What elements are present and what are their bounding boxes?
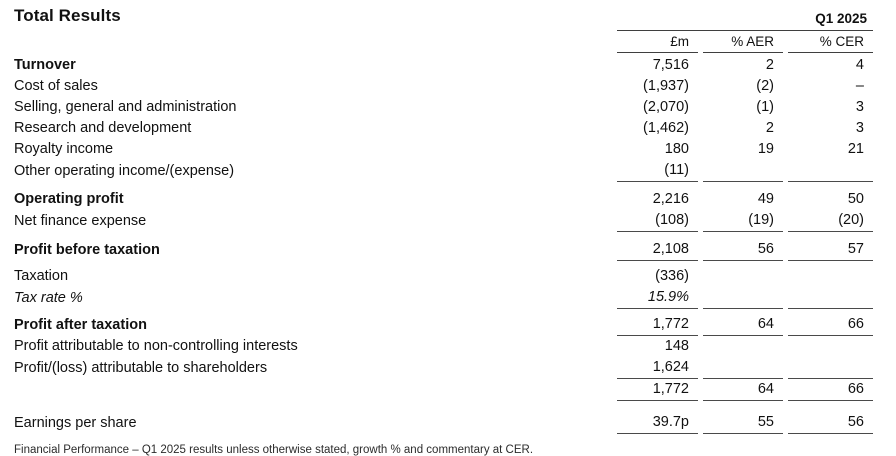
cell-pct-aer: (19) (703, 210, 783, 232)
table-row: Profit/(loss) attributable to shareholde… (14, 357, 874, 379)
row-label: Profit before taxation (14, 242, 160, 258)
cell-pct-cer: 3 (855, 99, 864, 115)
cell-pct-aer (703, 378, 783, 379)
cell-pct-aer: 64 (703, 379, 783, 401)
cell-pct-aer: 2 (765, 120, 774, 136)
cell-pct-aer: 56 (703, 239, 783, 261)
cell-pct-aer: 19 (757, 141, 774, 157)
table-row: Other operating income/(expense) (11) (14, 160, 874, 182)
cell-pct-aer: 64 (703, 314, 783, 336)
cell-pct-aer: 55 (703, 412, 783, 434)
cell-pct-cer: 66 (788, 379, 873, 401)
table-header: Total Results Q1 2025 (14, 6, 874, 31)
results-table-body: Turnover 7,516 2 4 Cost of sales (1,937) (2) – S… (14, 55, 874, 434)
cell-pct-aer: (1) (756, 99, 774, 115)
table-row: Operating profit 2,216 49 50 (14, 189, 874, 210)
cell-pct-cer: 57 (788, 239, 873, 261)
row-label: Research and development (14, 120, 192, 136)
table-row: Profit before taxation 2,108 56 57 (14, 239, 874, 261)
cell-pct-aer (703, 181, 783, 182)
cell-pct-cer: 66 (788, 314, 873, 336)
table-row: Earnings per share 39.7p 55 56 (14, 412, 874, 434)
cell-gbp-m: 1,772 (617, 379, 698, 401)
financial-results-page: Total Results Q1 2025 £m % AER % CER Tur… (14, 6, 874, 456)
cell-gbp-m: (336) (655, 268, 689, 284)
cell-gbp-m: 2,216 (652, 191, 689, 207)
cell-pct-cer (788, 378, 873, 379)
row-label: Profit attributable to non-controlling i… (14, 338, 298, 354)
column-header-row: £m % AER % CER (14, 31, 874, 53)
cell-pct-cer: 50 (847, 191, 864, 207)
table-row: 1,772 64 66 (14, 379, 874, 401)
cell-gbp-m: (11) (617, 160, 698, 182)
page-title: Total Results (14, 6, 121, 25)
row-label: Profit after taxation (14, 317, 147, 333)
cell-pct-cer: 3 (855, 120, 864, 136)
cell-gbp-m: (1,462) (643, 120, 689, 136)
cell-gbp-m: 180 (664, 141, 689, 157)
cell-gbp-m: (1,937) (643, 78, 689, 94)
cell-pct-aer: 49 (757, 191, 774, 207)
period-label: Q1 2025 (617, 11, 873, 31)
cell-pct-cer: 21 (847, 141, 864, 157)
cell-pct-cer: (20) (788, 210, 873, 232)
cell-gbp-m: (2,070) (643, 99, 689, 115)
row-label: Selling, general and administration (14, 99, 237, 115)
cell-gbp-m: 1,772 (617, 314, 698, 336)
cell-pct-cer: 4 (855, 57, 864, 73)
row-label: Royalty income (14, 141, 114, 157)
row-label: Profit/(loss) attributable to shareholde… (14, 360, 268, 376)
cell-pct-cer: – (855, 78, 864, 94)
footnote: Financial Performance – Q1 2025 results … (14, 444, 534, 456)
table-row: Taxation (336) (14, 266, 874, 287)
row-label: Earnings per share (14, 415, 137, 431)
row-label: Other operating income/(expense) (14, 163, 235, 179)
row-label: Tax rate % (14, 290, 83, 306)
cell-gbp-m: 2,108 (617, 239, 698, 261)
table-row: Selling, general and administration (2,07… (14, 97, 874, 118)
column-header-pct-aer: % AER (703, 31, 783, 53)
cell-gbp-m: (108) (617, 210, 698, 232)
row-label: Taxation (14, 268, 69, 284)
table-row: Turnover 7,516 2 4 (14, 55, 874, 76)
row-label: Turnover (14, 57, 76, 73)
table-row: Tax rate % 15.9% (14, 287, 874, 309)
cell-pct-aer: 2 (765, 57, 774, 73)
cell-pct-aer (703, 308, 783, 309)
table-row: Profit after taxation 1,772 64 66 (14, 314, 874, 336)
table-row: Profit attributable to non-controlling i… (14, 336, 874, 357)
table-row: Net finance expense (108) (19) (20) (14, 210, 874, 232)
cell-gbp-m: 39.7p (617, 412, 698, 434)
cell-gbp-m: 1,624 (617, 357, 698, 379)
table-row: Cost of sales (1,937) (2) – (14, 76, 874, 97)
column-header-gbp-m: £m (617, 31, 698, 53)
cell-pct-cer (788, 181, 873, 182)
cell-pct-cer: 56 (788, 412, 873, 434)
cell-pct-cer (788, 308, 873, 309)
table-row: Research and development (1,462) 2 3 (14, 118, 874, 139)
table-row: Royalty income 180 19 21 (14, 139, 874, 160)
row-label: Cost of sales (14, 78, 98, 94)
cell-pct-aer: (2) (756, 78, 774, 94)
column-header-pct-cer: % CER (788, 31, 873, 53)
row-label: Net finance expense (14, 213, 147, 229)
cell-gbp-m: 7,516 (652, 57, 689, 73)
cell-gbp-m: 148 (664, 338, 689, 354)
row-label: Operating profit (14, 191, 124, 207)
cell-gbp-m: 15.9% (617, 287, 698, 309)
